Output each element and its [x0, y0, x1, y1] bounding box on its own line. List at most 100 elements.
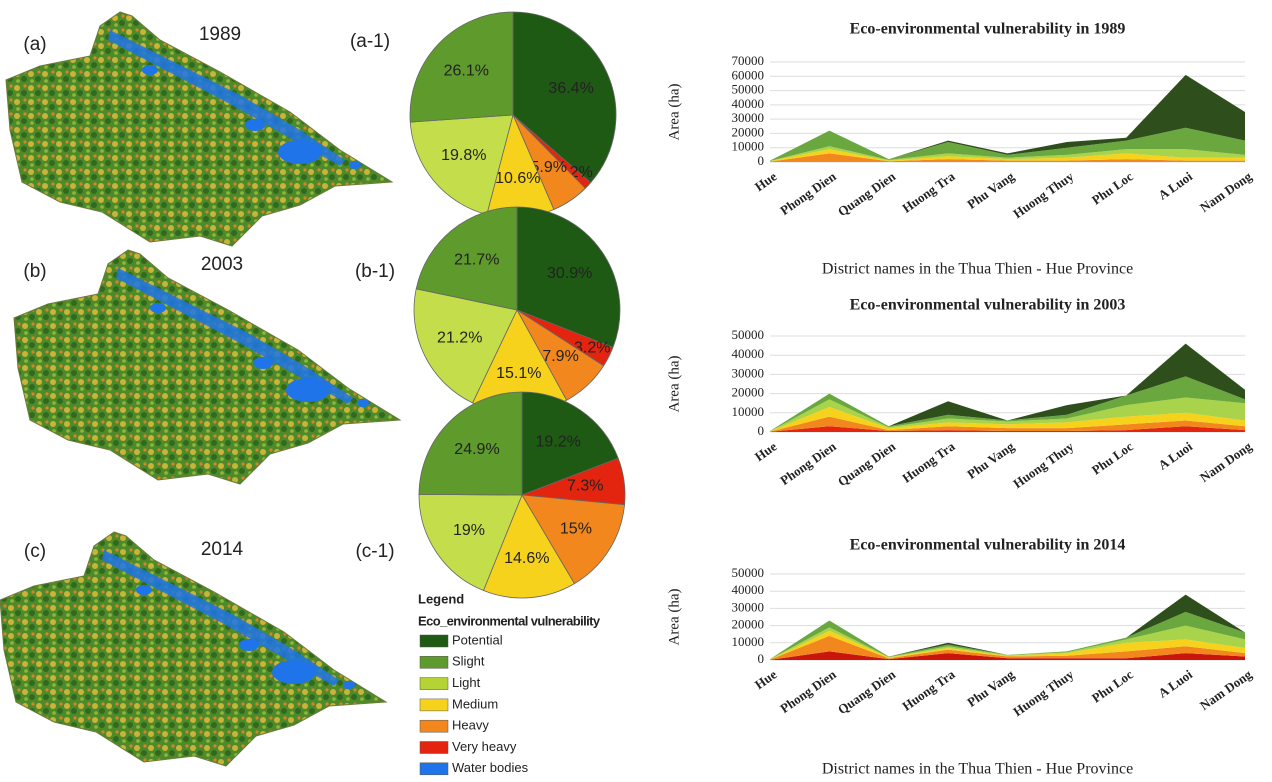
x-tick-label: A Luoi — [1155, 666, 1195, 700]
legend-label: Medium — [452, 696, 498, 711]
x-tick-label: Phong Dien — [777, 168, 839, 218]
map-label: (a) — [23, 34, 46, 55]
pie-value-label: 7.9% — [542, 348, 578, 365]
x-tick-label: Huong Thuy — [1010, 168, 1077, 221]
x-tick-label: Huong Thuy — [1010, 438, 1077, 491]
pie-value-label: 21.7% — [454, 252, 499, 269]
y-axis-label: Area (ha) — [666, 83, 682, 140]
x-tick-label: Phu Loc — [1089, 438, 1136, 477]
y-tick-label: 30000 — [732, 365, 765, 380]
y-tick-label: 50000 — [732, 565, 765, 580]
y-tick-label: 30000 — [732, 110, 765, 125]
map-label: (c) — [24, 541, 46, 562]
y-tick-label: 40000 — [732, 346, 765, 361]
x-tick-label: Huong Tra — [899, 168, 958, 215]
legend-swatch — [420, 742, 448, 754]
x-tick-label: Quang Dien — [835, 168, 899, 219]
x-tick-label: Phong Dien — [777, 666, 839, 716]
maps: (a) 1989 (b) 2003 (c) 2014 — [0, 12, 400, 766]
pie-value-label: 7.3% — [567, 478, 603, 495]
x-tick-label: Nam Dong — [1197, 168, 1255, 215]
y-tick-label: 20000 — [732, 385, 765, 400]
y-tick-label: 20000 — [732, 617, 765, 632]
pie-value-label: 15% — [560, 520, 592, 537]
y-tick-label: 40000 — [732, 96, 765, 111]
charts: (a-1)36.4%1.2%5.9%10.6%19.8%26.1%(b-1)30… — [350, 12, 1255, 778]
y-tick-label: 70000 — [732, 53, 765, 68]
pie-value-label: 15.1% — [496, 365, 541, 382]
legend-swatch — [420, 678, 448, 690]
y-tick-label: 0 — [758, 423, 765, 438]
chart-title: Eco-environmental vulnerability in 2014 — [850, 537, 1126, 554]
map-year: 1989 — [199, 24, 241, 45]
map-year: 2003 — [201, 254, 243, 275]
legend-swatch — [420, 720, 448, 732]
x-tick-label: Hue — [752, 438, 780, 464]
x-tick-label: Phong Dien — [777, 438, 839, 488]
x-tick-label: Huong Thuy — [1010, 666, 1077, 719]
pie-value-label: 19.8% — [441, 147, 486, 164]
x-tick-label: Phu Vang — [964, 168, 1017, 211]
province-map — [0, 532, 386, 766]
y-tick-label: 50000 — [732, 82, 765, 97]
x-tick-label: Huong Tra — [899, 666, 958, 713]
pie-value-label: 30.9% — [547, 265, 592, 282]
pie-value-label: 36.4% — [548, 80, 593, 97]
pie-value-label: 26.1% — [444, 63, 489, 80]
pie-label: (b-1) — [355, 261, 395, 282]
x-tick-label: A Luoi — [1155, 168, 1195, 202]
legend-swatch — [420, 635, 448, 647]
x-tick-label: Hue — [752, 666, 780, 692]
y-tick-label: 50000 — [732, 327, 765, 342]
x-tick-label: A Luoi — [1155, 438, 1195, 472]
province-map — [14, 250, 400, 484]
legend-label: Slight — [452, 654, 485, 669]
pie-value-label: 14.6% — [504, 550, 549, 567]
x-tick-label: Quang Dien — [835, 438, 899, 489]
x-tick-label: Quang Dien — [835, 666, 899, 717]
map-year: 2014 — [201, 539, 244, 560]
figure: (a) 1989 (b) 2003 (c) 2014 Legend Eco_environm… — [0, 0, 1272, 782]
province-map — [6, 12, 392, 246]
legend-swatch — [420, 656, 448, 668]
x-tick-label: Phu Vang — [964, 666, 1017, 709]
y-axis-label: Area (ha) — [666, 588, 682, 645]
legend-swatch — [420, 763, 448, 775]
map-label: (b) — [23, 261, 46, 282]
legend-label: Very heavy — [452, 739, 517, 754]
legend-subtitle: Eco_environmental vulnerability — [418, 613, 601, 628]
y-tick-label: 10000 — [732, 139, 765, 154]
y-tick-label: 30000 — [732, 599, 765, 614]
legend-label: Heavy — [452, 718, 489, 733]
y-tick-label: 0 — [758, 153, 765, 168]
legend-label: Water bodies — [452, 760, 529, 775]
x-axis-label: District names in the Thua Thien - Hue P… — [822, 761, 1133, 778]
x-tick-label: Phu Vang — [964, 438, 1017, 481]
legend-swatch — [420, 699, 448, 711]
x-tick-label: Nam Dong — [1197, 666, 1255, 713]
pie-value-label: 24.9% — [454, 441, 499, 458]
y-tick-label: 0 — [758, 651, 765, 666]
pie-label: (c-1) — [355, 541, 394, 562]
x-tick-label: Phu Loc — [1089, 168, 1136, 207]
pie-value-label: 19.2% — [536, 434, 581, 451]
legend-title: Legend — [418, 591, 464, 606]
y-tick-label: 10000 — [732, 404, 765, 419]
y-tick-label: 40000 — [732, 582, 765, 597]
legend-label: Potential — [452, 632, 503, 647]
x-tick-label: Hue — [752, 168, 780, 194]
y-tick-label: 20000 — [732, 124, 765, 139]
legend-label: Light — [452, 675, 481, 690]
y-axis-label: Area (ha) — [666, 355, 682, 412]
y-tick-label: 60000 — [732, 67, 765, 82]
y-tick-label: 10000 — [732, 634, 765, 649]
pie-value-label: 19% — [453, 522, 485, 539]
pie-value-label: 21.2% — [437, 329, 482, 346]
chart-title: Eco-environmental vulnerability in 2003 — [850, 297, 1126, 314]
legend: Legend Eco_environmental vulnerability Pot… — [418, 591, 601, 775]
chart-title: Eco-environmental vulnerability in 1989 — [850, 21, 1126, 38]
x-tick-label: Nam Dong — [1197, 438, 1255, 485]
x-tick-label: Phu Loc — [1089, 666, 1136, 705]
x-axis-label: District names in the Thua Thien - Hue P… — [822, 261, 1133, 278]
pie-value-label: 10.6% — [495, 170, 540, 187]
